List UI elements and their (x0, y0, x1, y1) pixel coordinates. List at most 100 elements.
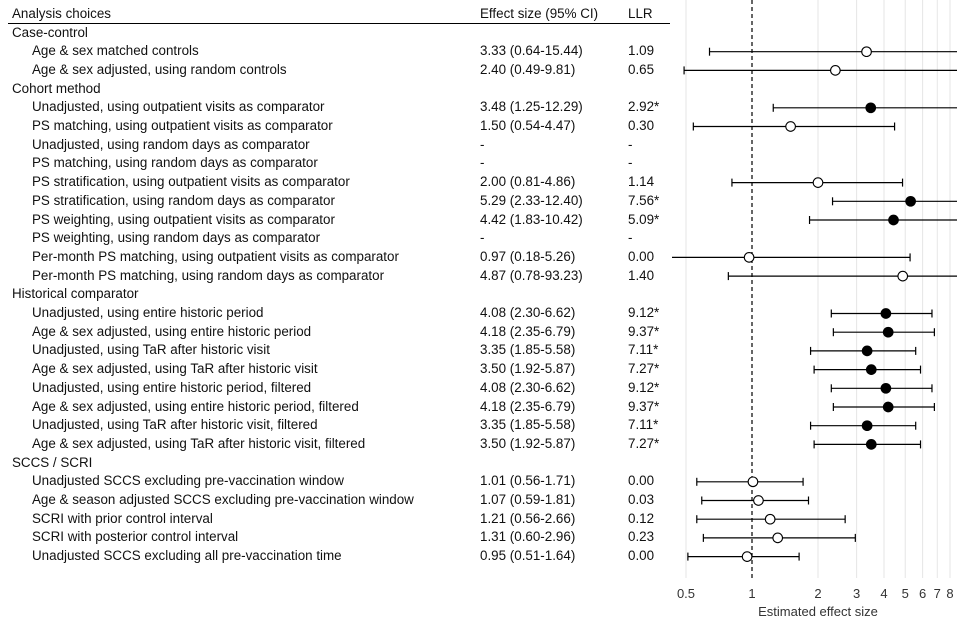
point-estimate-filled (865, 439, 877, 450)
point-estimate-open (743, 252, 755, 263)
group-label: SCCS / SCRI (12, 454, 93, 470)
row-label: Unadjusted, using entire historic period… (32, 379, 312, 395)
header-divider (8, 23, 670, 24)
row-effect-size: 4.18 (2.35-6.79) (480, 398, 576, 414)
row-effect-size: - (480, 155, 485, 171)
row-effect-size: 4.87 (0.78-93.23) (480, 267, 583, 283)
row-effect-size: 3.35 (1.85-5.58) (480, 342, 576, 358)
row-label: PS matching, using outpatient visits as … (32, 118, 333, 133)
point-estimate-filled (880, 382, 892, 394)
row-effect-size: 2.40 (0.49-9.81) (480, 61, 576, 77)
header-llr: LLR (628, 6, 653, 21)
row-effect-size: 4.42 (1.83-10.42) (480, 211, 583, 227)
row-llr: 1.09 (628, 43, 655, 59)
row-llr: - (628, 155, 633, 171)
row-effect-size: - (480, 230, 485, 246)
point-estimate-filled (865, 102, 877, 114)
row-effect-size: 4.08 (2.30-6.62) (480, 379, 576, 395)
row-llr: 0.30 (628, 118, 655, 133)
row-effect-size: 1.07 (0.59-1.81) (480, 492, 576, 507)
row-label: Age & sex matched controls (32, 43, 199, 59)
row-effect-size: 5.29 (2.33-12.40) (480, 192, 583, 208)
point-estimate-open (812, 177, 824, 188)
tick-label: 0.5 (677, 586, 695, 601)
point-estimate-open (764, 513, 776, 525)
row-label: SCRI with posterior control interval (32, 529, 239, 545)
point-estimate-filled (865, 364, 877, 375)
row-effect-size: - (480, 136, 485, 152)
row-llr: 2.92* (628, 99, 660, 115)
row-label: PS stratification, using outpatient visi… (32, 174, 350, 190)
row-label: Age & sex adjusted, using entire histori… (32, 323, 312, 339)
row-label: PS matching, using random days as compar… (32, 155, 318, 171)
point-estimate-filled (882, 326, 894, 338)
row-llr: 0.00 (628, 473, 655, 489)
point-estimate-open (861, 46, 872, 58)
row-effect-size: 1.21 (0.56-2.66) (480, 510, 576, 526)
row-label: PS weighting, using outpatient visits as… (32, 211, 335, 227)
tick-label: 8 (946, 586, 953, 601)
tick-label: 1 (748, 586, 755, 601)
x-axis-label: Estimated effect size (758, 604, 878, 619)
row-llr: 7.11* (628, 342, 659, 358)
row-llr: 9.37* (628, 398, 660, 414)
tick-label: 5 (902, 586, 909, 601)
row-llr: 7.27* (628, 435, 660, 451)
row-llr: 1.40 (628, 267, 655, 283)
header-effect-size: Effect size (95% CI) (480, 6, 599, 21)
row-label: Unadjusted SCCS excluding pre-vaccinatio… (32, 473, 344, 489)
tick-label: 3 (853, 586, 860, 601)
row-llr: 9.12* (628, 305, 660, 320)
row-label: Age & sex adjusted, using entire histori… (32, 398, 359, 414)
row-effect-size: 0.95 (0.51-1.64) (480, 548, 576, 564)
row-llr: 0.12 (628, 510, 655, 526)
point-estimate-filled (861, 345, 873, 357)
row-label: Per-month PS matching, using outpatient … (32, 248, 399, 264)
row-effect-size: 0.97 (0.18-5.26) (480, 248, 576, 264)
row-label: Unadjusted, using entire historic period (32, 305, 264, 320)
point-estimate-open (741, 551, 753, 562)
point-estimate-open (830, 65, 841, 76)
row-llr: 7.11* (628, 417, 659, 433)
tick-label: 2 (814, 586, 821, 601)
point-estimate-open (897, 270, 909, 282)
row-llr: 7.27* (628, 361, 660, 377)
tick-label: 4 (880, 586, 887, 601)
row-effect-size: 3.50 (1.92-5.87) (480, 361, 576, 377)
tick-label: 6 (919, 586, 926, 601)
row-label: Age & sex adjusted, using random control… (32, 61, 287, 77)
row-label: Age & season adjusted SCCS excluding pre… (32, 492, 414, 507)
row-llr: 5.09* (628, 211, 660, 227)
group-label: Case-control (12, 24, 88, 40)
header-analysis-choices: Analysis choices (12, 6, 111, 21)
row-effect-size: 2.00 (0.81-4.86) (480, 174, 576, 190)
point-estimate-open (772, 532, 784, 544)
row-effect-size: 1.01 (0.56-1.71) (480, 473, 576, 489)
row-llr: - (628, 136, 633, 152)
row-effect-size: 1.31 (0.60-2.96) (480, 529, 576, 545)
point-estimate-filled (880, 308, 892, 319)
point-estimate-filled (888, 214, 899, 226)
row-label: Unadjusted SCCS excluding all pre-vaccin… (32, 548, 342, 564)
row-llr: 0.00 (628, 248, 655, 264)
row-effect-size: 3.35 (1.85-5.58) (480, 417, 576, 433)
row-effect-size: 3.33 (0.64-15.44) (480, 43, 583, 59)
row-label: Unadjusted, using outpatient visits as c… (32, 99, 325, 115)
row-label: SCRI with prior control interval (32, 510, 213, 526)
row-llr: 0.23 (628, 529, 655, 545)
point-estimate-filled (882, 401, 894, 413)
row-label: Unadjusted, using TaR after historic vis… (32, 417, 318, 433)
row-llr: 7.56* (628, 192, 660, 208)
group-label: Historical comparator (12, 286, 139, 302)
point-estimate-filled (905, 195, 916, 207)
row-llr: 1.14 (628, 174, 655, 190)
row-effect-size: 3.48 (1.25-12.29) (480, 99, 583, 115)
row-effect-size: 1.50 (0.54-4.47) (480, 118, 576, 133)
row-llr: 0.00 (628, 548, 655, 564)
row-label: PS weighting, using random days as compa… (32, 230, 321, 246)
row-llr: 0.65 (628, 61, 655, 77)
row-effect-size: 4.18 (2.35-6.79) (480, 323, 576, 339)
row-label: PS stratification, using random days as … (32, 192, 335, 208)
row-effect-size: 4.08 (2.30-6.62) (480, 305, 576, 320)
